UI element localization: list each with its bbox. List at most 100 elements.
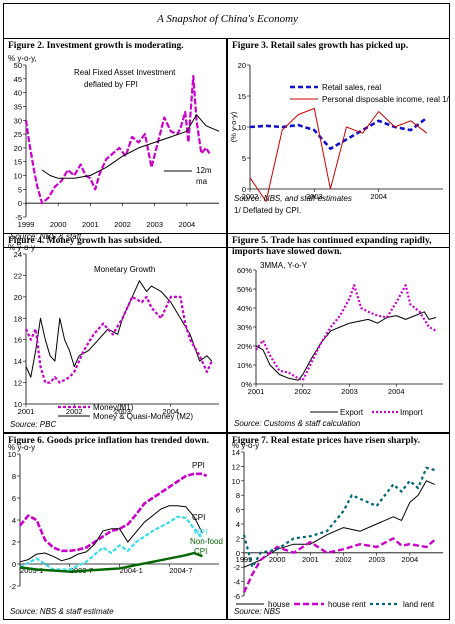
fig2-ytick-label: 25: [14, 130, 22, 139]
fig7-xtick-label: 2003: [368, 555, 385, 564]
fig3-legend-label-income: Personal disposable income, real 1/: [322, 95, 450, 104]
fig3-ytick-label: 20: [238, 61, 246, 70]
fig5-xtick-label: 2002: [294, 387, 311, 396]
fig4-series-money-quasi-money-m2: [25, 280, 213, 378]
fig5-ytick-label: 20%: [237, 342, 252, 351]
fig7-xtick-label: 2001: [302, 555, 319, 564]
fig7-xtick-label: 2000: [269, 555, 286, 564]
fig2-source: Source: NBS & staff: [10, 232, 82, 241]
fig6-ytick-label: 2: [12, 538, 16, 547]
fig7-ytick-label: 10: [232, 477, 240, 486]
fig7-ytick-label: 0: [236, 549, 240, 558]
fig2-series-line-0: [24, 75, 211, 205]
fig4-ytick-label: 12: [14, 379, 22, 388]
fig2-title: Figure 2. Investment growth is moderatin…: [8, 41, 184, 51]
fig2-ytick-label: 20: [14, 144, 22, 153]
fig2-annotation-line1: Real Fixed Asset Investment: [74, 68, 176, 77]
fig5-xtick-label: 2001: [248, 387, 265, 396]
fig2-ylabel: % y-o-y,: [8, 54, 37, 63]
fig3-ytick-label: 10: [238, 123, 246, 132]
fig4-ytick-label: 22: [14, 271, 22, 280]
fig3-legend-label-retail: Retail sales, real: [322, 83, 381, 92]
fig7-ytick-label: 2: [236, 534, 240, 543]
fig2-ytick-label: 5: [18, 185, 22, 194]
fig7-source: Source: NBS: [234, 607, 281, 616]
fig6-label-ppi: PPI: [192, 461, 205, 470]
fig7-ytick-label: -2: [233, 563, 240, 572]
fig2-ytick-label: 10: [14, 172, 22, 181]
fig5-title-line1: Figure 5. Trade has continued expanding …: [232, 236, 432, 246]
fig6-label-cpi: CPI: [192, 513, 205, 522]
fig2-ytick-label: 50: [14, 61, 22, 70]
fig4-legend-label-m1: Money(M1): [93, 403, 134, 412]
fig5-xtick-label: 2003: [341, 387, 358, 396]
fig7-ytick-label: 6: [236, 506, 240, 515]
fig6-series-non-food-cpi: [19, 551, 203, 573]
fig4-xtick-label: 2003: [114, 407, 131, 416]
fig5-ytick-label: 40%: [237, 304, 252, 313]
fig2-panel: Figure 2. Investment growth is moderatin…: [3, 38, 227, 248]
fig2-ytick-label: 15: [14, 158, 22, 167]
fig6-series-rpi: [19, 515, 204, 571]
fig6-label-rpi: RPI: [194, 528, 207, 537]
fig5-ytick-label: 10%: [237, 361, 252, 370]
fig2-xtick-label: 2003: [146, 220, 163, 229]
fig2-ytick-label: 30: [14, 116, 22, 125]
fig3-xtick-label: 2002: [242, 192, 259, 201]
fig6-ytick-label: 4: [12, 516, 16, 525]
fig6-source: Source: NBS & staff estimate: [10, 607, 114, 616]
fig5-panel: Figure 5. Trade has continued expanding …: [227, 233, 450, 433]
fig6-ytick-label: 0: [12, 560, 16, 569]
fig7-panel: Figure 7. Real estate prices have risen …: [227, 433, 450, 620]
fig5-legend-label-export: Export: [340, 408, 364, 417]
fig7-ytick-label: 14: [232, 448, 240, 457]
fig2-ytick-label: 45: [14, 75, 22, 84]
fig4-ytick-label: 18: [14, 314, 22, 323]
fig2-ytick-label: 40: [14, 89, 22, 98]
fig4-panel: Figure 4. Money growth has subsided. 10 1…: [3, 233, 227, 433]
fig7-ytick-label: 12: [232, 462, 240, 471]
fig2-ytick-label: 0: [18, 199, 22, 208]
fig3-xtick-label: 2003: [306, 192, 323, 201]
fig6-xtick-label: 2004-1: [120, 566, 143, 575]
fig4-xtick-label: 2001: [18, 407, 35, 416]
fig2-xtick-label: 1999: [18, 220, 35, 229]
fig6-series-cpi: [19, 505, 203, 563]
fig7-ytick-label: -4: [233, 578, 240, 587]
fig4-ytick-label: 20: [14, 293, 22, 302]
fig7-legend-label-house-rent: house rent: [328, 600, 367, 609]
fig6-xtick-label: 2003-1: [20, 566, 43, 575]
fig7-legend-label-land-rent: land rent: [403, 600, 435, 609]
fig7-title: Figure 7. Real estate prices have risen …: [232, 436, 420, 446]
fig2-legend-text-2: ma: [196, 177, 208, 186]
fig7-xtick-label: 2002: [335, 555, 352, 564]
fig2-legend-text-1: 12m: [196, 166, 212, 175]
fig4-legend-label-m2: Money & Quasi-Money (M2): [93, 412, 193, 421]
fig4-xtick-label: 2002: [66, 407, 83, 416]
fig2-xtick-label: 2001: [82, 220, 99, 229]
fig5-series-import: [255, 284, 437, 382]
fig4-series-money-m1: [24, 295, 213, 384]
fig5-ytick-label: 30%: [237, 323, 252, 332]
fig6-ytick-label: 6: [12, 494, 16, 503]
fig3-footnote: 1/ Deflated by CPI.: [234, 206, 301, 215]
fig3-ytick-label: 5: [242, 154, 246, 163]
fig5-ytick-label: 60%: [237, 266, 252, 275]
fig3-ytick-label: 0: [242, 185, 246, 194]
fig5-ytick-label: 50%: [237, 285, 252, 294]
fig5-legend-label-import: Import: [400, 408, 423, 417]
fig7-ylabel: % y-o-y: [232, 441, 259, 450]
fig3-series-personal-disposable-income-real-1: [249, 107, 428, 202]
fig4-ytick-label: 14: [14, 357, 22, 366]
fig5-ylabel: 3MMA, Y-o-Y: [260, 261, 308, 270]
fig3-xtick-label: 2004: [370, 192, 387, 201]
fig5-xtick-label: 2004: [388, 387, 405, 396]
fig7-series-house: [243, 480, 435, 568]
fig6-panel: Figure 6. Goods price inflation has tren…: [3, 433, 227, 620]
fig6-series-ppi: [19, 472, 208, 553]
fig4-ytick-label: 10: [14, 400, 22, 409]
fig4-chart: 10 12 14 16 18 20 22 24 2001 2002 2003 2004 % y-o-y S…: [8, 243, 219, 429]
fig2-xtick-label: 2002: [114, 220, 131, 229]
fig6-ytick-label: -2: [9, 582, 16, 591]
fig3-panel: Figure 3. Retail sales growth has picked…: [227, 38, 450, 248]
